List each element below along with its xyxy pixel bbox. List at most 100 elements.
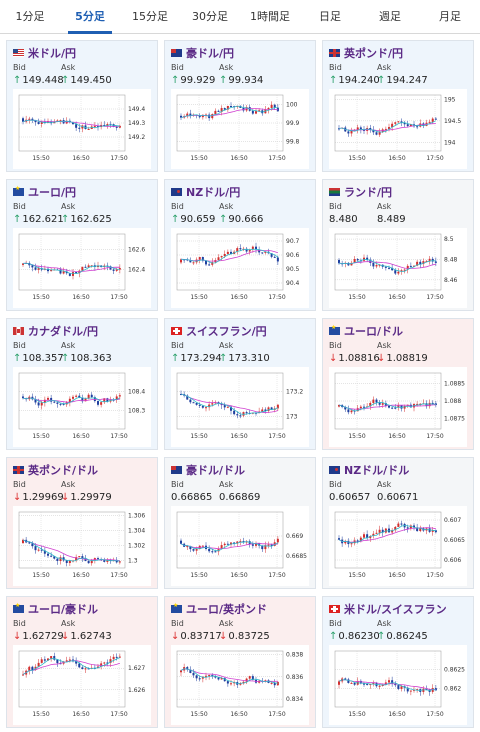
candle-body <box>220 256 223 258</box>
price-values: 0.66865 0.66869 <box>171 490 309 504</box>
mini-chart[interactable]: 1.306 1.304 1.302 1.3 15:50 16:50 17:50 <box>13 506 151 586</box>
tab-1[interactable]: 5分足 <box>60 0 120 34</box>
rate-card[interactable]: ランド/円 Bid Ask 8.480 8.489 8.5 8.48 8.46 15:… <box>322 179 474 311</box>
rate-card[interactable]: カナダドル/円 Bid Ask ↑ 108.357 ↑ 108.363 108.4 1… <box>6 318 158 450</box>
candle-body <box>245 248 248 252</box>
price-values: ↑ 0.86230 ↑ 0.86245 <box>329 629 467 643</box>
price-values: ↓ 1.29969 ↓ 1.29979 <box>13 490 151 504</box>
tab-5[interactable]: 日足 <box>319 10 341 23</box>
mini-chart[interactable]: 1.0885 1.088 1.0875 15:50 16:50 17:50 <box>329 367 467 447</box>
y-tick-label: 108.3 <box>128 407 145 414</box>
pair-name[interactable]: カナダドル/円 <box>28 325 99 338</box>
mini-chart[interactable]: 90.7 90.6 90.5 90.4 15:50 16:50 17:50 <box>171 228 309 308</box>
pair-name[interactable]: ランド/円 <box>344 186 393 199</box>
candle-body <box>226 406 229 408</box>
pair-name[interactable]: NZドル/円 <box>186 186 241 199</box>
rate-card[interactable]: ユーロ/ドル Bid Ask ↓1.08816 ↓1.08819 1.08851… <box>322 318 474 450</box>
candle-body <box>239 248 242 250</box>
candle-body <box>230 105 232 107</box>
moving-average-short <box>180 105 278 118</box>
candle-body <box>359 127 362 130</box>
tab-6[interactable]: 週足 <box>379 10 401 23</box>
pair-name[interactable]: ユーロ/ドル <box>344 325 404 338</box>
pair-name[interactable]: 米ドル/円 <box>28 47 77 60</box>
candle-body <box>115 656 118 658</box>
pair-name[interactable]: 豪ドル/円 <box>186 47 235 60</box>
mini-chart[interactable]: 0.8625 0.862 15:50 16:50 17:50 <box>329 645 467 725</box>
price-values: ↓ 1.08816 ↓ 1.08819 <box>329 351 467 365</box>
tab-7[interactable]: 月足 <box>439 10 461 23</box>
candlestick-chart: 8.5 8.48 8.46 15:50 16:50 17:50 <box>334 233 458 301</box>
mini-chart[interactable]: 8.5 8.48 8.46 15:50 16:50 17:50 <box>329 228 467 308</box>
x-tick-label: 15:50 <box>348 711 365 718</box>
pair-name[interactable]: 米ドル/スイスフラン <box>344 603 447 616</box>
pair-name[interactable]: ユーロ/円 <box>28 186 77 199</box>
mini-chart[interactable]: 108.4 108.3 15:50 16:50 17:50 <box>13 367 151 447</box>
mini-chart[interactable]: 0.607 0.6065 0.606 15:50 16:50 17:50 <box>329 506 467 586</box>
tab-4[interactable]: 1時間足 <box>250 10 290 23</box>
y-tick-label: 8.5 <box>444 236 454 243</box>
rate-card[interactable]: 豪ドル/円 Bid Ask ↑ 99.929 ↑ 99.934 100 99.9 99.… <box>164 40 316 172</box>
y-tick-label: 162.6 <box>128 246 145 253</box>
pair-name[interactable]: 英ポンド/円 <box>344 47 404 60</box>
candle-body <box>106 662 109 664</box>
mini-chart[interactable]: 162.6 162.4 15:50 16:50 17:50 <box>13 228 151 308</box>
up-arrow-icon: ↑ <box>329 74 338 86</box>
price-labels: Bid Ask <box>171 341 309 351</box>
candle-body <box>214 110 217 115</box>
candle-body <box>264 409 267 411</box>
mini-chart[interactable]: 0.669 0.6685 15:50 16:50 17:50 <box>171 506 309 586</box>
mini-chart[interactable]: 173.2 173 15:50 16:50 17:50 <box>171 367 309 447</box>
candle-body <box>183 259 186 261</box>
candle-body <box>34 267 37 270</box>
rate-card[interactable]: NZドル/円 Bid Ask ↑ 90.659 ↑ 90.666 90.7 90.6 9… <box>164 179 316 311</box>
rate-card[interactable]: ユーロ/豪ドル Bid Ask ↓1.62729 ↓1.62743 1.6271… <box>6 596 158 728</box>
candle-body <box>93 558 96 561</box>
rate-card[interactable]: 米ドル/円 Bid Ask ↑ 149.448 ↑ 149.450 149.4 149… <box>6 40 158 172</box>
candle-body <box>87 668 90 670</box>
y-tick-label: 1.088 <box>444 398 461 405</box>
candle-body <box>406 527 409 529</box>
candle-body <box>97 401 99 405</box>
mini-chart[interactable]: 0.838 0.836 0.834 15:50 16:50 17:50 <box>171 645 309 725</box>
rate-card[interactable]: 英ポンド/円 Bid Ask ↑ 194.240 ↑ 194.247 195 194.… <box>322 40 474 172</box>
pair-name[interactable]: ユーロ/英ポンド <box>186 603 268 616</box>
rate-card[interactable]: ユーロ/英ポンド Bid Ask ↓0.83717 ↓0.83725 0.838… <box>164 596 316 728</box>
mini-chart[interactable]: 149.4 149.3 149.2 15:50 16:50 17:50 <box>13 89 151 169</box>
candlestick-chart: 1.306 1.304 1.302 1.3 15:50 16:50 17:50 <box>18 511 145 579</box>
candle-body <box>255 111 257 114</box>
pair-name[interactable]: NZドル/ドル <box>344 464 410 477</box>
candle-body <box>230 251 232 254</box>
x-tick-label: 16:50 <box>230 294 247 301</box>
price-labels: Bid Ask <box>171 63 309 73</box>
candle-body <box>397 405 400 408</box>
price-labels: Bid Ask <box>171 619 309 629</box>
pair-name[interactable]: ユーロ/豪ドル <box>28 603 99 616</box>
rate-card[interactable]: NZドル/ドル Bid Ask 0.60657 0.60671 0.607 0.6… <box>322 457 474 589</box>
pair-name[interactable]: 豪ドル/ドル <box>186 464 246 477</box>
price-labels: Bid Ask <box>329 202 467 212</box>
flag-icon <box>171 188 182 196</box>
tab-0[interactable]: 1分足 <box>15 10 45 23</box>
candlestick-chart: 100 99.9 99.8 15:50 16:50 17:50 <box>176 94 300 162</box>
price-values: 8.480 8.489 <box>329 212 467 226</box>
rate-card[interactable]: 英ポンド/ドル Bid Ask ↓ 1.29969 ↓ 1.29979 1.306 1… <box>6 457 158 589</box>
candle-body <box>205 407 207 409</box>
candle-body <box>201 676 204 679</box>
candle-body <box>112 269 115 271</box>
rate-card[interactable]: 豪ドル/ドル Bid Ask 0.66865 0.66869 0.669 0.66… <box>164 457 316 589</box>
price-labels: Bid Ask <box>13 341 151 351</box>
candle-body <box>378 264 381 266</box>
candle-body <box>267 407 270 411</box>
mini-chart[interactable]: 1.627 1.626 15:50 16:50 17:50 <box>13 645 151 725</box>
pair-name[interactable]: スイスフラン/円 <box>186 325 267 338</box>
tab-3[interactable]: 30分足 <box>192 10 228 23</box>
rate-card[interactable]: スイスフラン/円 Bid Ask ↑ 173.294 ↑ 173.310 173.2… <box>164 318 316 450</box>
pair-name[interactable]: 英ポンド/ドル <box>28 464 99 477</box>
rate-card[interactable]: ユーロ/円 Bid Ask ↑162.621 ↑162.625 162.6162… <box>6 179 158 311</box>
tab-2[interactable]: 15分足 <box>132 10 168 23</box>
rate-card[interactable]: 米ドル/スイスフラン Bid Ask ↑ 0.86230 ↑ 0.86245 0.8… <box>322 596 474 728</box>
mini-chart[interactable]: 100 99.9 99.8 15:50 16:50 17:50 <box>171 89 309 169</box>
candle-body <box>28 542 31 544</box>
mini-chart[interactable]: 195 194.5 194 15:50 16:50 17:50 <box>329 89 467 169</box>
